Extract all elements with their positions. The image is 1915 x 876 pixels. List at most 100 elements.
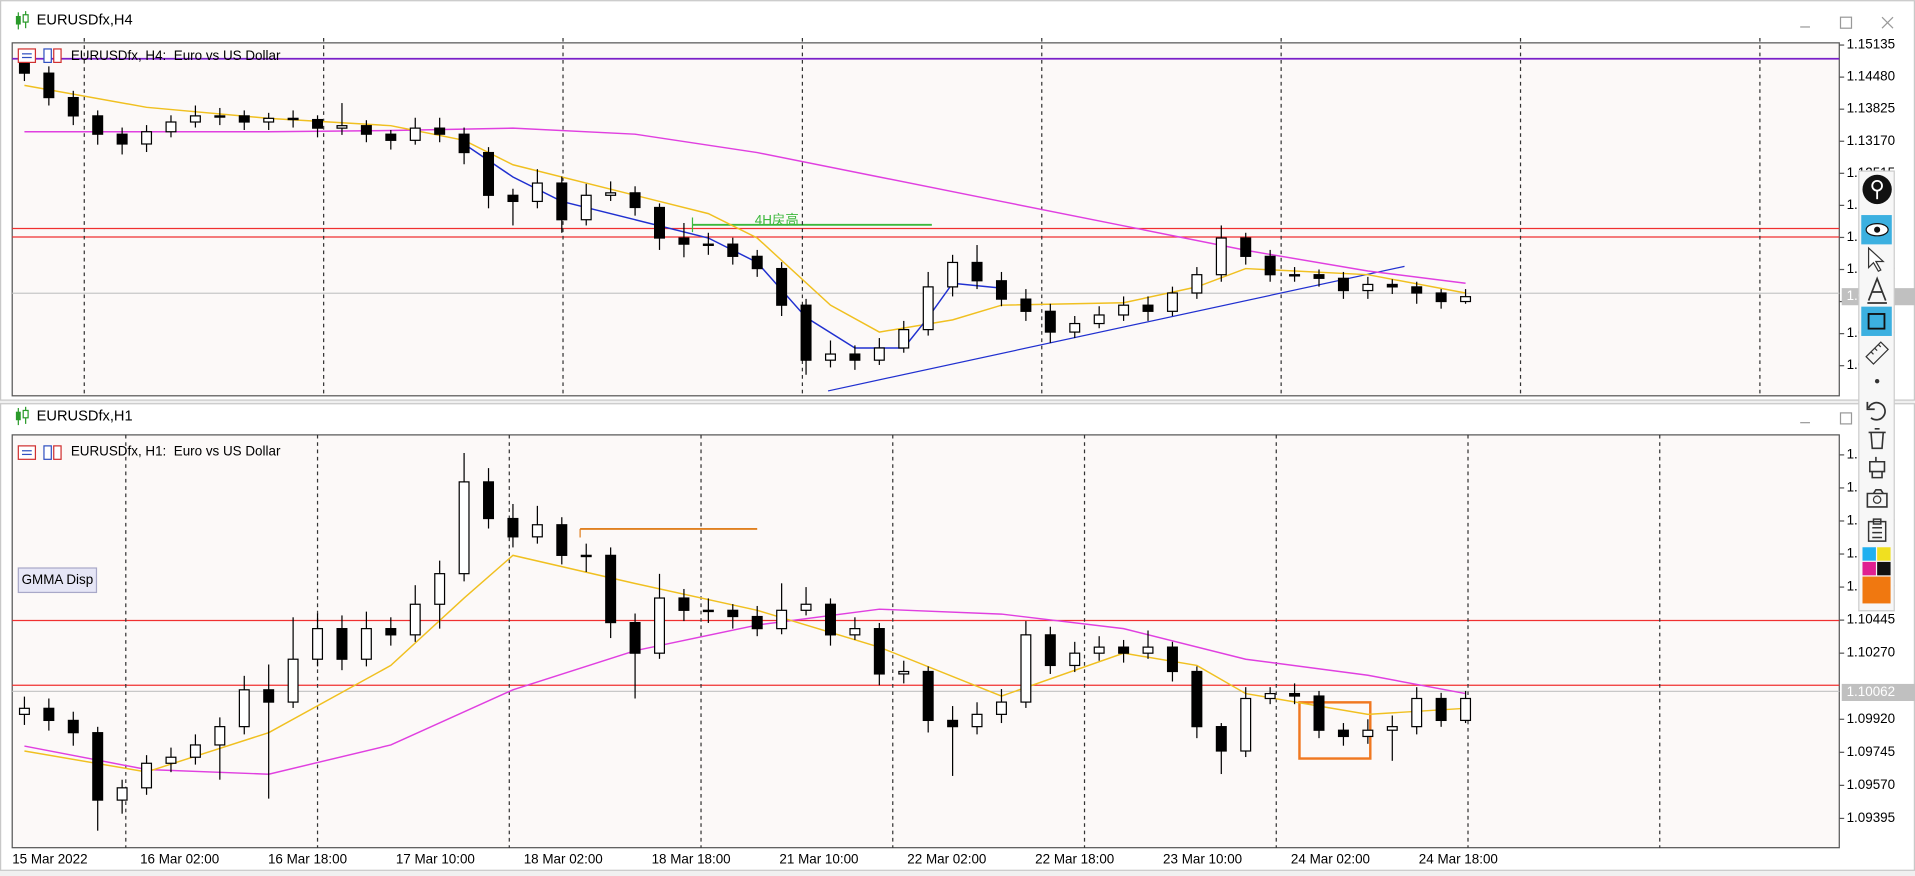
y-tick-label: 1.14480 bbox=[1847, 69, 1896, 84]
gmma-button[interactable]: GMMA Disp bbox=[17, 567, 98, 594]
candle-body bbox=[629, 621, 641, 654]
candle-body bbox=[971, 713, 983, 728]
candle-body bbox=[409, 603, 421, 636]
candle-body bbox=[1166, 646, 1178, 673]
candle-body bbox=[531, 524, 543, 538]
candle-body bbox=[1093, 646, 1105, 654]
candle-body bbox=[922, 286, 934, 331]
candle-body bbox=[1435, 292, 1447, 303]
tool-text[interactable] bbox=[1867, 276, 1887, 304]
tool-camera[interactable] bbox=[1866, 489, 1888, 508]
candle-body bbox=[360, 628, 372, 660]
candle-body bbox=[141, 131, 153, 145]
y-tick-label: 1.09395 bbox=[1847, 810, 1896, 825]
candle-body bbox=[1411, 286, 1423, 294]
candle-body bbox=[1142, 304, 1154, 312]
candle-body bbox=[263, 117, 275, 123]
tool-print[interactable] bbox=[1869, 456, 1886, 479]
candle-body bbox=[580, 554, 592, 558]
candle-body bbox=[238, 115, 250, 123]
x-tick-label: 22 Mar 18:00 bbox=[1035, 851, 1114, 866]
candle-body bbox=[458, 481, 470, 575]
plot-area bbox=[11, 42, 1840, 397]
candle-body bbox=[1289, 274, 1301, 277]
candle-body bbox=[654, 206, 665, 239]
y-tick-label: 1.15135 bbox=[1847, 37, 1896, 52]
candle-body bbox=[1215, 237, 1227, 276]
candle-body bbox=[312, 118, 324, 129]
candle-body bbox=[67, 719, 79, 734]
candle-body bbox=[409, 127, 421, 141]
tool-pin[interactable] bbox=[1862, 174, 1892, 205]
candle-body bbox=[1069, 652, 1081, 667]
candle-body bbox=[507, 517, 519, 538]
tool-ruler[interactable] bbox=[1865, 341, 1889, 365]
candle-body bbox=[1460, 296, 1472, 303]
candle-body bbox=[43, 72, 55, 99]
price-label: 1.10062 bbox=[1847, 684, 1896, 699]
candle-body bbox=[947, 261, 959, 288]
candle-body bbox=[898, 670, 910, 675]
candle-body bbox=[1191, 274, 1203, 294]
button-label[interactable]: GMMA Disp bbox=[22, 572, 94, 587]
candle-body bbox=[1264, 692, 1276, 700]
candle-body bbox=[1362, 729, 1374, 738]
tool-trash[interactable] bbox=[1868, 427, 1886, 450]
window-controls[interactable] bbox=[1800, 16, 1894, 29]
candle-body bbox=[458, 133, 470, 154]
window-icon bbox=[15, 11, 29, 30]
candle-body bbox=[800, 603, 812, 611]
candle-body bbox=[922, 670, 934, 722]
x-tick-label: 16 Mar 18:00 bbox=[268, 851, 347, 866]
tool-colors[interactable] bbox=[1862, 547, 1891, 604]
candle-body bbox=[556, 182, 568, 221]
y-tick-label: 1.09570 bbox=[1847, 777, 1896, 792]
x-tick-label: 24 Mar 02:00 bbox=[1291, 851, 1370, 866]
candle-body bbox=[1020, 634, 1032, 703]
candle-body bbox=[1118, 646, 1130, 654]
window-title: EURUSDfx,H4 bbox=[37, 13, 133, 29]
moving-average bbox=[24, 84, 1466, 333]
candle-body bbox=[1386, 726, 1398, 731]
candle-body bbox=[1313, 695, 1325, 731]
tool-eye[interactable] bbox=[1861, 215, 1892, 245]
candle-body bbox=[629, 192, 641, 209]
candle-body bbox=[605, 192, 617, 196]
candle-body bbox=[873, 628, 885, 675]
candle-body bbox=[1118, 304, 1130, 316]
candle-body bbox=[605, 554, 617, 624]
candle-body bbox=[824, 353, 836, 361]
window-icon bbox=[15, 406, 29, 426]
candle-body bbox=[727, 243, 739, 257]
candle-body bbox=[287, 117, 299, 121]
candle-body bbox=[1313, 274, 1325, 279]
candle-body bbox=[580, 194, 592, 221]
candle-body bbox=[385, 628, 397, 636]
candle-body bbox=[434, 573, 446, 605]
candle-body bbox=[849, 628, 861, 636]
candle-body bbox=[385, 133, 397, 141]
candle-body bbox=[1069, 322, 1081, 333]
candle-body bbox=[702, 243, 714, 246]
candle-body bbox=[1289, 692, 1301, 697]
window-title: EURUSDfx,H1 bbox=[37, 408, 133, 424]
candle-body bbox=[1142, 646, 1154, 654]
candle-body bbox=[727, 609, 739, 618]
candle-body bbox=[654, 597, 665, 654]
header-icons bbox=[17, 48, 62, 64]
tool-dot[interactable] bbox=[1874, 378, 1880, 384]
candle-body bbox=[483, 481, 495, 520]
candle-body bbox=[1240, 237, 1252, 257]
tool-undo[interactable] bbox=[1866, 401, 1886, 421]
trend-line bbox=[827, 265, 1405, 392]
toolbar bbox=[1858, 170, 1895, 612]
tool-clipboard[interactable] bbox=[1867, 518, 1887, 542]
window-controls[interactable] bbox=[1800, 412, 1853, 425]
candle-body bbox=[141, 762, 153, 789]
candle-body bbox=[1460, 697, 1472, 722]
candle-body bbox=[1386, 283, 1398, 288]
tool-cursor[interactable] bbox=[1867, 246, 1885, 273]
tool-rect[interactable] bbox=[1861, 306, 1892, 336]
candle-body bbox=[238, 689, 250, 728]
